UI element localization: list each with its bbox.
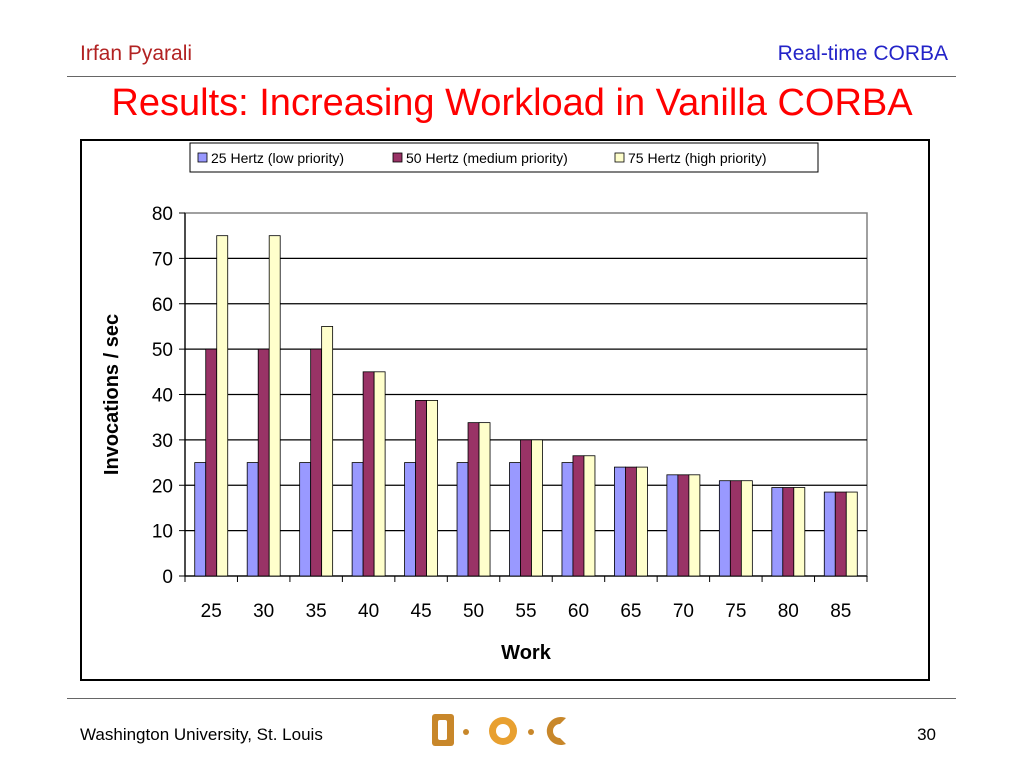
footer-rule — [67, 698, 956, 699]
bar — [478, 422, 491, 577]
bar — [688, 474, 701, 577]
bar — [415, 399, 427, 577]
bar — [561, 462, 574, 577]
bar — [677, 474, 690, 577]
bar — [194, 462, 207, 577]
x-tick-label: 85 — [830, 601, 851, 622]
logo-d-inner — [438, 720, 447, 740]
bar — [845, 491, 858, 577]
bar — [666, 474, 679, 577]
bar — [257, 348, 270, 577]
x-tick-label: 45 — [411, 601, 432, 622]
bar — [404, 462, 416, 577]
bar — [310, 348, 323, 577]
x-tick-label: 80 — [778, 601, 799, 622]
x-tick-label: 75 — [725, 601, 746, 622]
slide-title: Results: Increasing Workload in Vanilla … — [111, 82, 913, 124]
legend-label: 25 Hertz (low priority) — [211, 150, 344, 166]
header-rule — [67, 76, 956, 77]
bar — [823, 491, 836, 577]
y-tick-label: 70 — [152, 249, 173, 270]
bar — [456, 462, 469, 577]
x-tick-label: 25 — [201, 601, 222, 622]
bar — [793, 487, 806, 577]
bar — [572, 455, 585, 577]
bar — [771, 487, 784, 577]
y-tick-label: 0 — [162, 567, 173, 588]
bar — [268, 235, 281, 577]
x-tick-label: 30 — [253, 601, 274, 622]
bar — [351, 462, 364, 577]
x-tick-label: 60 — [568, 601, 589, 622]
bar-chart: 0 10 20 30 40 50 60 70 80 25 30 35 40 45 50 55 60 65 70 75 8… — [101, 142, 868, 664]
doc-group-logo — [432, 714, 566, 746]
bar — [625, 466, 637, 577]
logo-dot — [463, 729, 469, 735]
x-tick-label: 55 — [515, 601, 536, 622]
bar — [782, 487, 795, 577]
logo-dot — [528, 729, 534, 735]
y-tick-label: 10 — [152, 522, 173, 543]
legend-box — [189, 142, 819, 173]
logo-c-shape — [546, 717, 566, 745]
bar — [509, 462, 521, 577]
bar — [636, 466, 648, 577]
y-axis-label: Invocations / sec — [101, 314, 123, 475]
bar — [299, 462, 312, 577]
bar — [426, 399, 438, 577]
page-number: 30 — [917, 725, 936, 744]
x-tick-label: 70 — [673, 601, 694, 622]
bar — [321, 326, 334, 577]
bar — [729, 480, 742, 577]
y-tick-label: 60 — [152, 295, 173, 316]
bar — [834, 491, 847, 577]
slide-author: Irfan Pyarali — [80, 42, 193, 65]
bar — [740, 480, 753, 577]
bar — [205, 348, 218, 577]
bar — [531, 439, 543, 577]
slide-course: Real-time CORBA — [777, 42, 948, 65]
legend-label: 50 Hertz (medium priority) — [406, 150, 568, 166]
bar — [373, 371, 386, 577]
x-tick-label: 35 — [306, 601, 327, 622]
x-tick-label: 40 — [358, 601, 379, 622]
y-tick-label: 80 — [152, 204, 173, 225]
y-tick-label: 20 — [152, 476, 173, 497]
legend-swatch — [197, 152, 208, 163]
legend-swatch — [614, 152, 625, 163]
bar — [216, 235, 229, 577]
bar — [362, 371, 375, 577]
logo-o-inner — [496, 724, 510, 738]
y-tick-label: 50 — [152, 340, 173, 361]
bar — [614, 466, 626, 577]
bar — [246, 462, 259, 577]
bar — [718, 480, 731, 577]
y-tick-label: 30 — [152, 431, 173, 452]
bar — [467, 422, 480, 577]
bar — [520, 439, 532, 577]
x-axis-label: Work — [501, 642, 552, 664]
footer-institution: Washington University, St. Louis — [80, 725, 323, 744]
legend-label: 75 Hertz (high priority) — [628, 150, 767, 166]
bar — [583, 455, 596, 577]
x-tick-label: 65 — [620, 601, 641, 622]
y-tick-label: 40 — [152, 386, 173, 407]
legend-swatch — [392, 152, 403, 163]
x-tick-label: 50 — [463, 601, 484, 622]
